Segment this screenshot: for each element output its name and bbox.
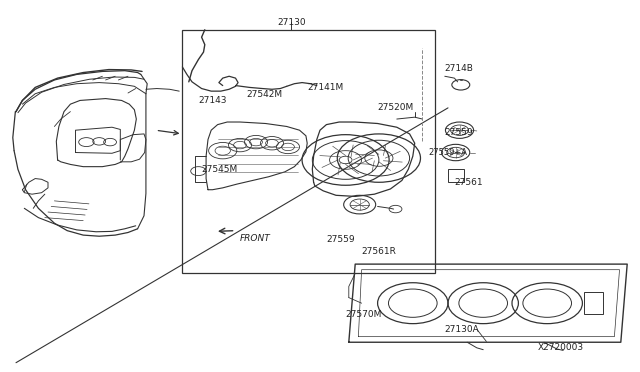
Bar bbox=[182, 30, 435, 273]
Text: 27561R: 27561R bbox=[362, 247, 396, 256]
Text: 27561: 27561 bbox=[454, 178, 483, 187]
Bar bbox=[584, 292, 603, 314]
Text: 2714B: 2714B bbox=[445, 64, 474, 73]
Text: X2720003: X2720003 bbox=[538, 343, 584, 352]
Text: 27130: 27130 bbox=[277, 18, 305, 27]
Text: 27143: 27143 bbox=[198, 96, 227, 105]
Text: 27570M: 27570M bbox=[346, 310, 382, 319]
Text: 27141M: 27141M bbox=[307, 83, 344, 92]
Text: 27559+A: 27559+A bbox=[429, 148, 468, 157]
Text: 27520M: 27520M bbox=[378, 103, 414, 112]
Text: 27130A: 27130A bbox=[445, 325, 479, 334]
Text: 27542M: 27542M bbox=[246, 90, 282, 99]
Text: 27559: 27559 bbox=[326, 235, 355, 244]
Text: 27559: 27559 bbox=[445, 128, 474, 137]
Bar bbox=[448, 169, 464, 182]
Text: 27545M: 27545M bbox=[202, 165, 238, 174]
Text: FRONT: FRONT bbox=[240, 234, 271, 243]
